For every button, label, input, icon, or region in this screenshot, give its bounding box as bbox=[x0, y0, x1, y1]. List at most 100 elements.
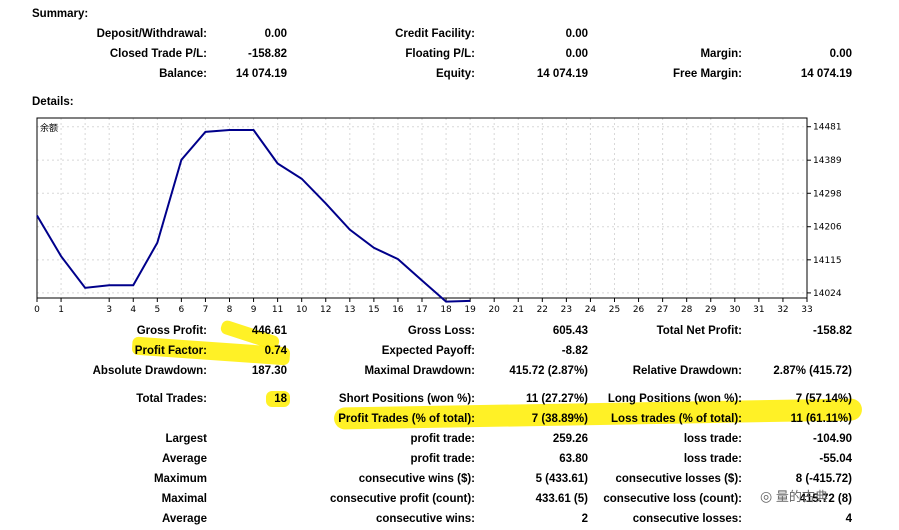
expected-payoff-label: Expected Payoff: bbox=[381, 345, 475, 357]
y-tick-label: 14481 bbox=[813, 123, 842, 133]
equity-label: Equity: bbox=[436, 68, 475, 80]
x-tick-label: 18 bbox=[440, 305, 452, 315]
gross-loss-label: Gross Loss: bbox=[407, 325, 475, 337]
x-tick-label: 15 bbox=[368, 305, 379, 315]
total-trades-label: Total Trades: bbox=[136, 393, 207, 405]
x-tick-label: 3 bbox=[106, 305, 112, 315]
equity-value: 14 074.19 bbox=[536, 68, 588, 80]
x-tick-label: 22 bbox=[537, 305, 548, 315]
free-margin-label: Free Margin: bbox=[672, 68, 742, 80]
x-tick-label: 6 bbox=[179, 305, 185, 315]
x-tick-label: 9 bbox=[251, 305, 257, 315]
balance-label: Balance: bbox=[159, 68, 207, 80]
x-tick-label: 30 bbox=[729, 305, 741, 315]
credit-value: 0.00 bbox=[565, 28, 588, 40]
average-profit-label: profit trade: bbox=[410, 453, 475, 465]
margin-value: 0.00 bbox=[829, 48, 852, 60]
x-tick-label: 23 bbox=[561, 305, 572, 315]
x-tick-label: 13 bbox=[344, 305, 355, 315]
short-positions-label: Short Positions (won %): bbox=[338, 393, 475, 405]
x-tick-label: 29 bbox=[705, 305, 717, 315]
max-cons-losses-value: 8 (-415.72) bbox=[795, 473, 852, 485]
x-tick-label: 8 bbox=[227, 305, 233, 315]
deposit-value: 0.00 bbox=[264, 28, 287, 40]
summary-title: Summary: bbox=[32, 8, 89, 20]
profit-factor-value: 0.74 bbox=[264, 345, 287, 357]
x-tick-label: 4 bbox=[130, 305, 136, 315]
maximal-cons-loss-value: 415.72 (8) bbox=[799, 493, 852, 505]
max-cons-wins-value: 5 (433.61) bbox=[535, 473, 588, 485]
y-tick-label: 14298 bbox=[813, 189, 842, 199]
maximal-drawdown-value: 415.72 (2.87%) bbox=[509, 365, 588, 377]
deposit-label: Deposit/Withdrawal: bbox=[96, 28, 207, 40]
balance-value: 14 074.19 bbox=[235, 68, 287, 80]
x-tick-label: 26 bbox=[633, 305, 645, 315]
x-tick-label: 10 bbox=[296, 305, 308, 315]
relative-drawdown-value: 2.87% (415.72) bbox=[773, 365, 852, 377]
long-positions-value: 7 (57.14%) bbox=[795, 393, 852, 405]
x-tick-label: 0 bbox=[34, 305, 40, 315]
y-tick-label: 14115 bbox=[813, 256, 842, 266]
maximal-cons-profit-label: consecutive profit (count): bbox=[329, 493, 475, 505]
profit-trades-value: 7 (38.89%) bbox=[531, 413, 588, 425]
total-net-profit-label: Total Net Profit: bbox=[656, 325, 742, 337]
total-net-profit-value: -158.82 bbox=[812, 325, 852, 337]
avg-cons-wins-value: 2 bbox=[581, 513, 588, 525]
average-loss-label: loss trade: bbox=[683, 453, 742, 465]
average-profit-value: 63.80 bbox=[559, 453, 588, 465]
x-tick-label: 27 bbox=[657, 305, 668, 315]
average2-label: Average bbox=[162, 513, 207, 525]
gross-loss-value: 605.43 bbox=[552, 325, 588, 337]
average-label: Average bbox=[162, 453, 207, 465]
x-tick-label: 21 bbox=[513, 305, 524, 315]
closed-pl-label: Closed Trade P/L: bbox=[109, 48, 207, 60]
x-tick-label: 32 bbox=[777, 305, 788, 315]
maximal-drawdown-label: Maximal Drawdown: bbox=[364, 365, 475, 377]
x-tick-label: 19 bbox=[464, 305, 476, 315]
maximum-label: Maximum bbox=[153, 473, 207, 485]
closed-pl-value: -158.82 bbox=[247, 48, 287, 60]
loss-trades-value: 11 (61.11%) bbox=[790, 413, 852, 425]
x-tick-label: 5 bbox=[154, 305, 160, 315]
details-title: Details: bbox=[32, 96, 74, 108]
max-cons-wins-label: consecutive wins ($): bbox=[358, 473, 475, 485]
x-tick-label: 33 bbox=[801, 305, 812, 315]
max-cons-losses-label: consecutive losses ($): bbox=[615, 473, 742, 485]
avg-cons-losses-value: 4 bbox=[845, 513, 852, 525]
highlight-total-trades bbox=[266, 391, 290, 407]
wechat-icon: ◎ bbox=[760, 488, 773, 504]
x-tick-label: 31 bbox=[753, 305, 764, 315]
largest-loss-value: -104.90 bbox=[812, 433, 852, 445]
short-positions-value: 11 (27.27%) bbox=[525, 393, 588, 405]
x-tick-label: 1 bbox=[58, 305, 64, 315]
largest-label: Largest bbox=[165, 433, 207, 445]
relative-drawdown-label: Relative Drawdown: bbox=[632, 365, 742, 377]
credit-label: Credit Facility: bbox=[395, 28, 475, 40]
y-tick-label: 14206 bbox=[813, 223, 842, 233]
x-tick-label: 20 bbox=[488, 305, 500, 315]
x-tick-label: 28 bbox=[681, 305, 693, 315]
absolute-drawdown-label: Absolute Drawdown: bbox=[92, 365, 207, 377]
floating-pl-label: Floating P/L: bbox=[405, 48, 475, 60]
expected-payoff-value: -8.82 bbox=[561, 345, 588, 357]
y-tick-label: 14024 bbox=[813, 289, 842, 299]
largest-profit-label: profit trade: bbox=[410, 433, 475, 445]
balance-line bbox=[36, 129, 471, 303]
margin-label: Margin: bbox=[700, 48, 742, 60]
floating-pl-value: 0.00 bbox=[565, 48, 588, 60]
largest-profit-value: 259.26 bbox=[552, 433, 588, 445]
profit-trades-label: Profit Trades (% of total): bbox=[338, 413, 475, 425]
total-trades-value: 18 bbox=[274, 393, 287, 405]
gross-profit-label: Gross Profit: bbox=[136, 325, 207, 337]
loss-trades-label: Loss trades (% of total): bbox=[611, 413, 742, 425]
watermark: ◎ 量的古典 bbox=[760, 486, 828, 505]
absolute-drawdown-value: 187.30 bbox=[251, 365, 287, 377]
x-tick-label: 25 bbox=[609, 305, 620, 315]
watermark-text: 量的古典 bbox=[775, 489, 828, 504]
avg-cons-losses-label: consecutive losses: bbox=[632, 513, 742, 525]
x-tick-label: 16 bbox=[392, 305, 404, 315]
balance-chart: 0 1 3 4 5 6 7 8 9 11 10 12 13 15 16 17 18 19 20 21 22 23 24 25 2… bbox=[34, 117, 842, 315]
gross-profit-value: 446.61 bbox=[251, 325, 287, 337]
chart-title: 余额 bbox=[40, 122, 58, 134]
maximal-label: Maximal bbox=[161, 493, 207, 505]
